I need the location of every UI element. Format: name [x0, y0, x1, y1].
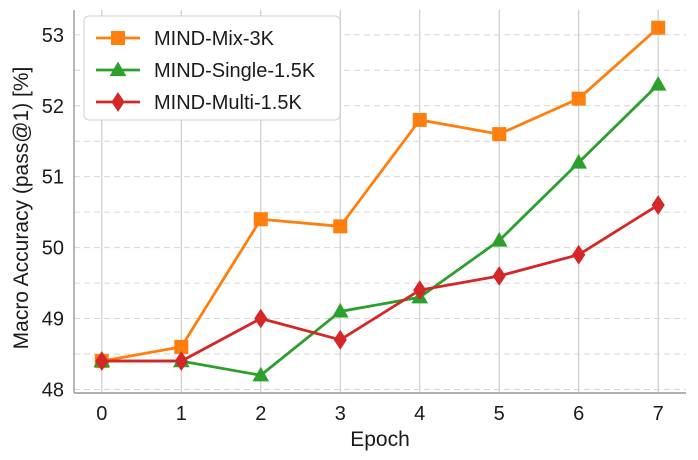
legend-marker	[111, 31, 125, 45]
data-point	[331, 302, 349, 318]
data-point	[412, 112, 427, 127]
data-point	[490, 232, 508, 247]
y-axis-label: Macro Accuracy (pass@1) [%]	[10, 67, 33, 350]
y-tick-label: 51	[42, 167, 64, 189]
data-point	[95, 351, 109, 371]
data-point	[649, 75, 667, 91]
x-tick-label: 2	[255, 403, 266, 425]
x-tick-label: 7	[653, 403, 664, 425]
series-mind-single-1-5k	[93, 75, 667, 382]
x-axis-label: Epoch	[350, 428, 410, 451]
y-tick-label: 52	[42, 96, 64, 118]
data-point	[333, 329, 347, 350]
data-point	[572, 244, 586, 265]
legend-label: MIND-Mix-3K	[154, 28, 275, 50]
series-mind-multi-1-5k	[95, 195, 665, 371]
data-point	[570, 153, 588, 169]
data-point	[333, 219, 348, 234]
x-tick-label: 0	[96, 403, 107, 425]
y-tick-label: 48	[42, 379, 64, 401]
legend-marker	[111, 92, 125, 112]
data-point	[651, 195, 665, 215]
series-line	[101, 203, 659, 363]
legend-entry: MIND-Mix-3K	[96, 28, 275, 50]
data-point	[651, 20, 666, 35]
y-tick-label: 50	[42, 238, 64, 260]
x-tick-label: 4	[414, 403, 425, 425]
legend-entry: MIND-Multi-1.5K	[96, 92, 302, 114]
tick-labels: 0 1 2 3 4 5 6 7 48 49 50 51 52 53	[42, 25, 664, 425]
x-tick-label: 5	[494, 403, 505, 425]
x-tick-label: 3	[335, 403, 346, 425]
x-tick-label: 1	[176, 403, 187, 425]
legend-marker	[109, 61, 127, 77]
x-tick-label: 6	[573, 403, 584, 425]
axes	[73, 10, 686, 394]
grid	[74, 10, 686, 393]
series-line	[101, 26, 660, 363]
legend-label: MIND-Multi-1.5K	[154, 92, 302, 114]
legend-entry: MIND-Single-1.5K	[96, 60, 316, 82]
data-point	[492, 127, 507, 142]
data-point	[254, 308, 268, 329]
legend: MIND-Mix-3K MIND-Single-1.5K MIND-Multi-1.…	[83, 15, 341, 121]
data-point	[413, 280, 427, 301]
data-point	[492, 266, 506, 286]
y-tick-label: 49	[42, 309, 64, 331]
series-line	[101, 83, 660, 377]
data-point	[252, 366, 270, 382]
series-layer	[93, 20, 667, 382]
data-point	[174, 351, 188, 371]
legend-box	[83, 15, 341, 121]
data-point	[253, 212, 268, 227]
y-tick-label: 53	[42, 25, 64, 47]
data-point	[571, 91, 586, 106]
legend-label: MIND-Single-1.5K	[154, 60, 316, 82]
